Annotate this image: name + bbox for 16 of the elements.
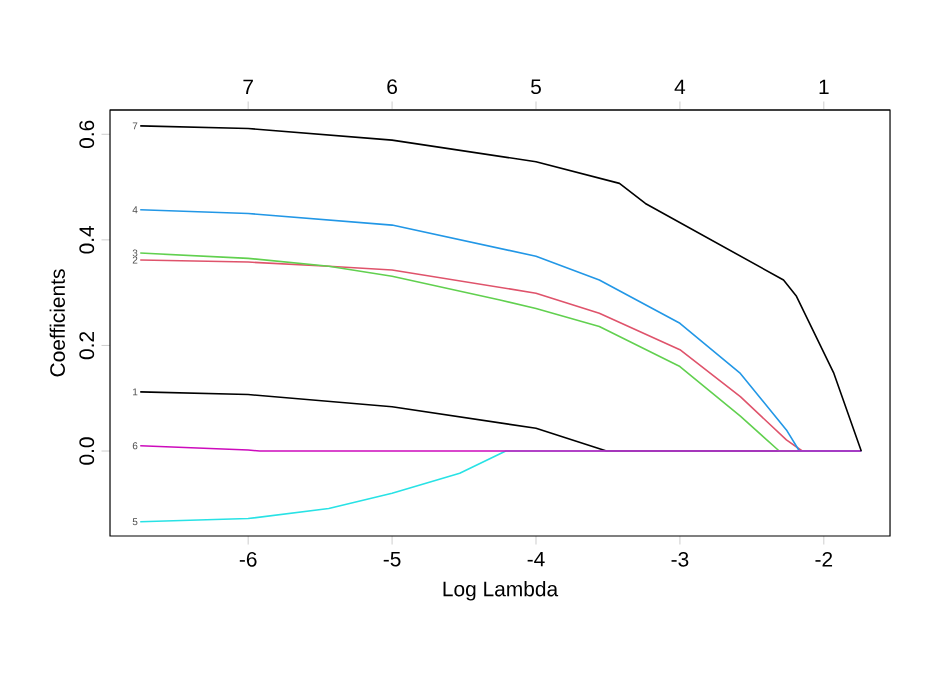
y-tick-label: 0.2	[79, 331, 95, 360]
x-tick-label: -4	[527, 551, 545, 567]
text: 5	[531, 79, 541, 95]
y-tick-label: 0.6	[79, 120, 95, 149]
text: 6	[387, 79, 397, 95]
y-tick-label: 0.0	[79, 437, 95, 465]
x-tick-label: -2	[815, 551, 833, 567]
x-tick-label: -6	[239, 551, 257, 567]
text: 1	[819, 79, 829, 95]
y-axis-title: Coefficients	[49, 269, 65, 377]
x-axis-title: Log Lambda	[443, 581, 559, 601]
x-tick-label: -5	[383, 551, 401, 567]
x-tick-label: -3	[671, 551, 689, 567]
text: 7	[243, 79, 253, 95]
y-tick-label: 0.4	[79, 225, 95, 254]
text: 4	[674, 79, 686, 95]
